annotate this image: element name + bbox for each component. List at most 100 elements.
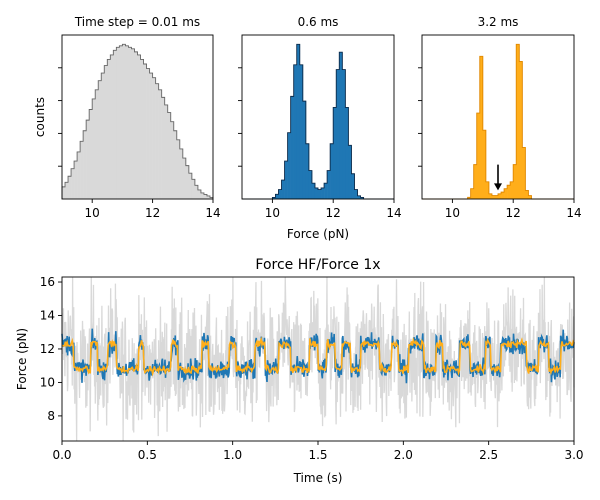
y-axis-label: Force (pN) [15, 328, 29, 390]
arrow-head [494, 183, 502, 191]
histogram-bar [170, 121, 175, 199]
histogram-bar [333, 107, 337, 199]
histogram-bar [110, 54, 114, 200]
histogram-bar [321, 187, 325, 199]
histogram-bar [287, 132, 291, 199]
histogram-bar [203, 194, 208, 199]
panel-title: 0.6 ms [298, 15, 339, 29]
histogram-bar [101, 73, 105, 199]
histogram-bar [209, 197, 214, 199]
x-tick-label: 10 [445, 206, 460, 220]
histogram-bar [272, 197, 276, 199]
x-ticks: 10 12 14 [85, 199, 221, 220]
histogram-bar [191, 179, 196, 199]
histogram-bar [501, 192, 505, 199]
histogram-bar [140, 59, 144, 199]
x-tick-label: 10 [85, 206, 100, 220]
x-tick-label: 10 [265, 206, 280, 220]
series-orange-line [61, 336, 575, 377]
histogram-bars [61, 43, 214, 200]
histogram-bar [206, 195, 211, 199]
histogram-bar [83, 130, 87, 199]
x-axis-label: Force (pN) [287, 227, 349, 241]
panel-title: Time step = 0.01 ms [74, 15, 200, 29]
histogram-bar [522, 147, 526, 199]
histogram-bar [345, 107, 349, 199]
histogram-bar [164, 104, 168, 199]
trace-lines [61, 276, 575, 442]
y-tick-label: 14 [40, 308, 55, 322]
x-tick-label: 14 [386, 206, 401, 220]
histogram-bar [473, 164, 478, 199]
arrow-annotation [494, 164, 502, 191]
histogram-bar [197, 189, 202, 199]
panel-title: 3.2 ms [478, 15, 519, 29]
histogram-bar [330, 143, 334, 199]
histogram-bar [327, 170, 331, 199]
histogram-bar [134, 51, 138, 199]
histogram-bar [185, 165, 190, 199]
histogram-bar [179, 148, 184, 199]
histogram-bar [275, 194, 279, 199]
histogram-bar [510, 181, 514, 199]
histogram-bar [498, 193, 502, 199]
histogram-bar [336, 69, 340, 199]
y-tick-label: 16 [40, 275, 55, 289]
histogram-bar [299, 64, 304, 199]
histogram-bar [125, 45, 129, 199]
histogram-bar [71, 168, 75, 199]
histogram-bar [348, 145, 352, 199]
plot-frame [61, 34, 214, 200]
histogram-bar [339, 52, 343, 199]
x-tick-label: 12 [145, 206, 160, 220]
histogram-bar [113, 50, 117, 199]
histogram-bar [77, 151, 81, 199]
histogram-bar [152, 77, 156, 199]
histogram-bar [519, 61, 523, 200]
x-ticks: 0.0 0.5 1.0 1.5 2.0 2.5 3.0 [52, 441, 584, 462]
histogram-bar [161, 97, 165, 199]
histogram-bar [62, 186, 66, 199]
x-tick-label: 2.5 [479, 448, 498, 462]
histogram-bar [507, 185, 511, 199]
histogram-bar [516, 44, 520, 199]
histogram-bar [324, 183, 328, 199]
y-tick-label: 8 [47, 409, 55, 423]
histogram-bar [296, 44, 301, 199]
plot-frame [241, 34, 395, 200]
panel-title: Force HF/Force 1x [255, 257, 380, 273]
y-tick-label: 12 [40, 342, 55, 356]
histogram-bar [470, 188, 474, 199]
histogram-bar [158, 89, 162, 199]
histogram-bar [65, 182, 69, 199]
histogram-bar [360, 197, 364, 199]
histogram-bar [278, 189, 282, 199]
histogram-bar [281, 180, 285, 199]
histogram-bar [143, 64, 147, 199]
histogram-bar [485, 181, 490, 199]
histogram-bar [68, 176, 72, 199]
histogram-bar [167, 112, 172, 199]
y-ticks [418, 67, 422, 167]
x-tick-label: 14 [566, 206, 581, 220]
histogram-bar [488, 193, 493, 199]
y-ticks [58, 67, 62, 167]
histogram-bar [137, 54, 141, 200]
histogram-outline [61, 43, 214, 199]
histogram-bar [284, 161, 288, 199]
histogram-bar [351, 173, 355, 199]
y-tick-label: 10 [40, 375, 55, 389]
histogram-bar [494, 195, 499, 199]
y-axis-label: counts [33, 97, 47, 137]
histogram-bar [290, 96, 294, 199]
histogram-bar [194, 185, 199, 199]
histogram-panel-3-2ms: 3.2 ms 10 12 14 [418, 15, 582, 220]
histogram-bar [80, 141, 84, 199]
histogram-bar [107, 59, 111, 199]
x-tick-label: 2.0 [394, 448, 413, 462]
histogram-bar [357, 195, 361, 199]
histogram-bar [479, 56, 484, 200]
histogram-bar [128, 47, 132, 200]
histogram-bar [467, 197, 471, 199]
